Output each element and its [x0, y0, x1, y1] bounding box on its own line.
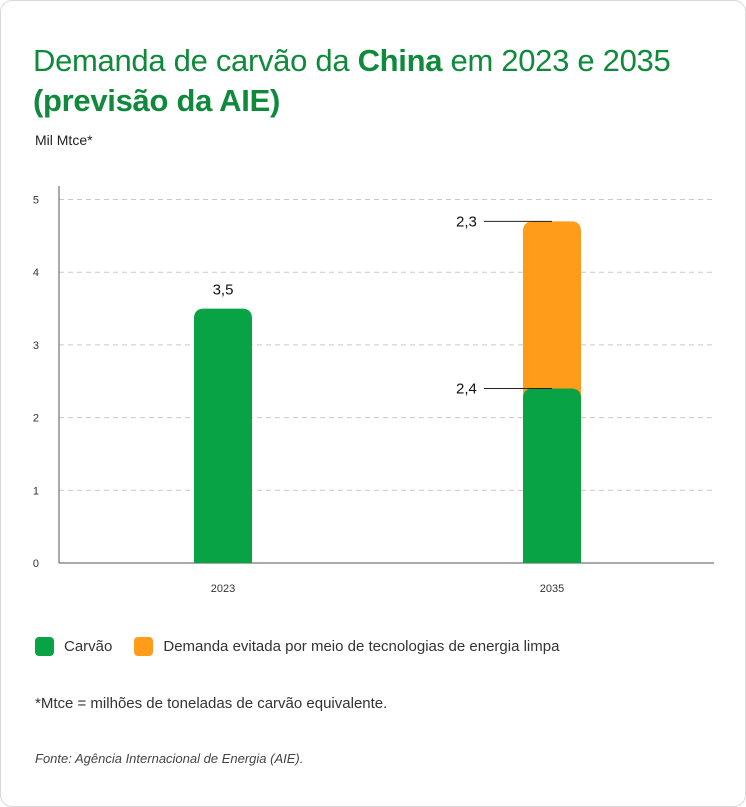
y-tick-label-4: 4: [33, 267, 39, 279]
title-bold-forecast: (previsão da AIE): [33, 83, 280, 118]
legend-label-carvao: Carvão: [64, 638, 113, 655]
legend-label-evitada: Demanda evitada por meio de tecnologias …: [163, 638, 560, 655]
footnote: *Mtce = milhões de toneladas de carvão e…: [35, 695, 388, 712]
x-tick-label-2035: 2035: [540, 583, 564, 595]
chart-title: Demanda de carvão da China em 2023 e 203…: [33, 41, 713, 121]
x-tick-label-2023: 2023: [211, 583, 235, 595]
y-tick-label-0: 0: [33, 558, 39, 570]
bar-2023-carvao: [194, 308, 252, 563]
y-tick-label-1: 1: [33, 485, 39, 497]
legend-swatch-carvao: [35, 637, 54, 656]
legend: Carvão Demanda evitada por meio de tecno…: [35, 637, 581, 656]
legend-swatch-evitada: [134, 637, 154, 656]
title-bold-china: China: [357, 43, 443, 78]
y-tick-label-2: 2: [33, 413, 39, 425]
data-label-2035-evitada: 2,3: [456, 213, 477, 230]
bar-2035-evitada: [523, 221, 581, 399]
title-part-1: Demanda de carvão da: [33, 43, 358, 78]
title-part-2: em 2023 e 2035: [442, 43, 671, 78]
bar-2035-carvao: [523, 388, 581, 563]
data-label-2023-carvao: 3,5: [213, 282, 234, 299]
y-tick-label-3: 3: [33, 340, 39, 352]
y-tick-label-5: 5: [33, 195, 39, 207]
source-note: Fonte: Agência Internacional de Energia …: [35, 751, 304, 766]
data-label-2035-carvao: 2,4: [456, 381, 477, 398]
bar-chart: 0 1 2 3 4 5 3,5 2023 2,4 2,3 2035: [33, 186, 714, 595]
unit-label: Mil Mtce*: [35, 132, 93, 148]
